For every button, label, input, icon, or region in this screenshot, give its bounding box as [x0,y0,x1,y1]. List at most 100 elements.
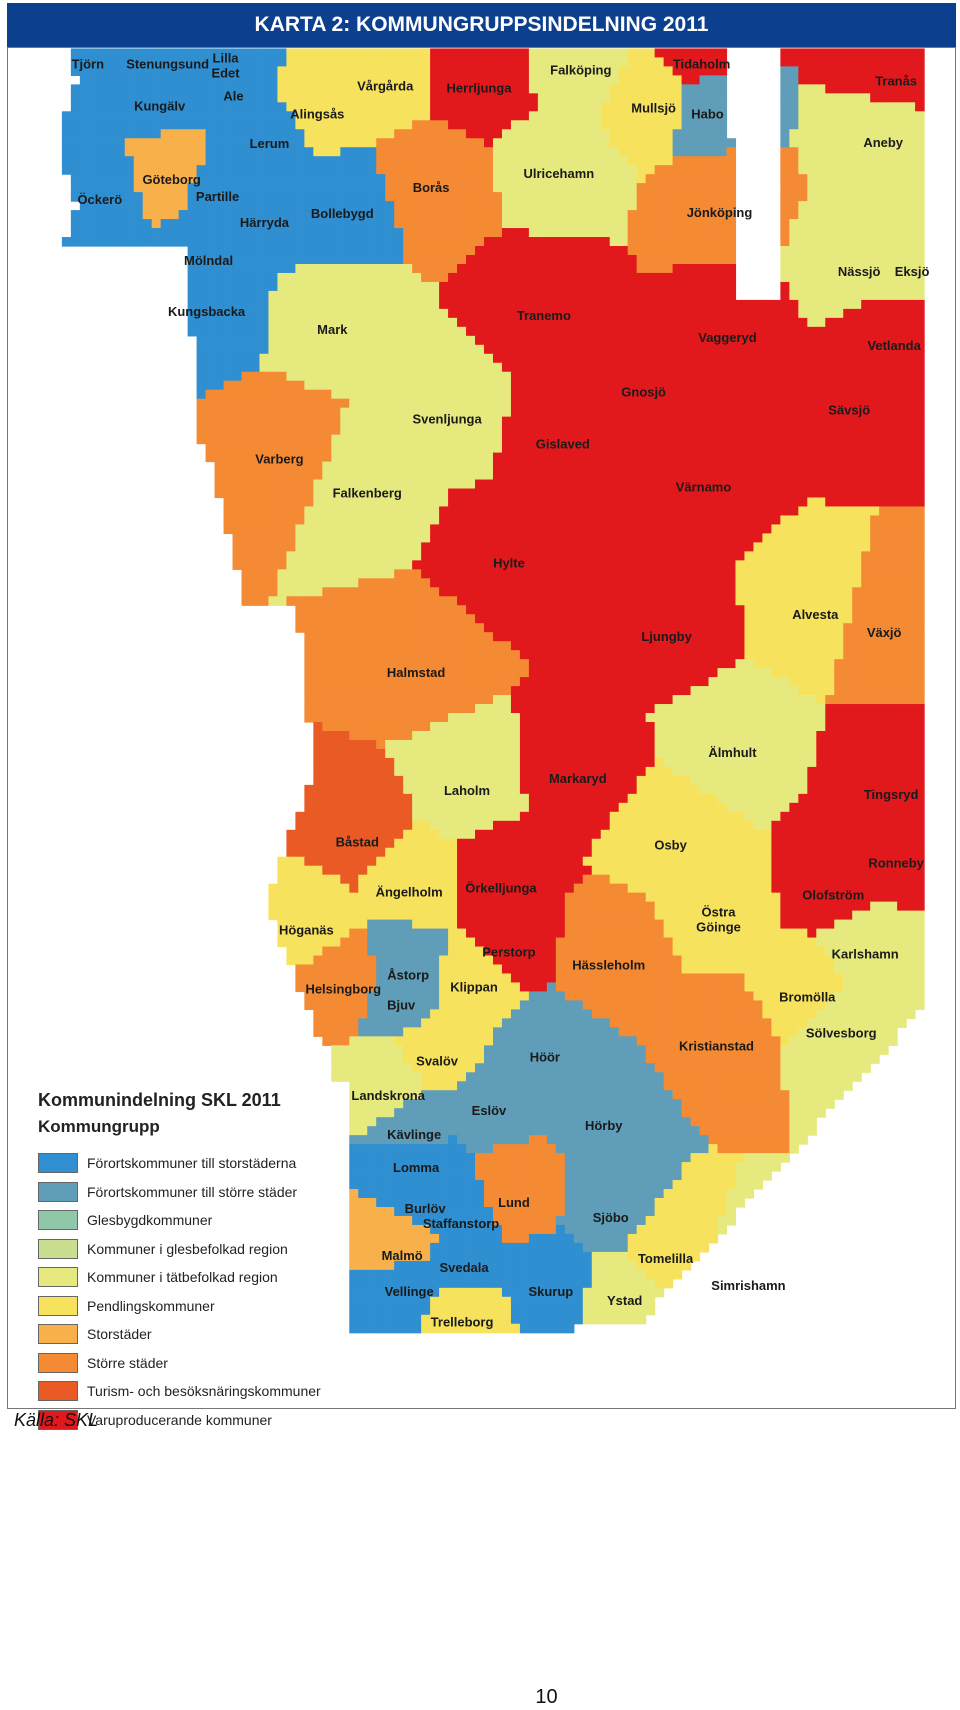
municipality-label: Bollebygd [311,206,374,221]
map-title: KARTA 2: KOMMUNGRUPPSINDELNING 2011 [7,3,956,47]
municipality-label: Gislaved [536,437,590,452]
municipality-label: Karlshamn [832,947,899,962]
municipality-label: Svedala [440,1260,490,1275]
municipality-label: Ronneby [868,856,924,871]
municipality-label: Tingsryd [864,787,919,802]
legend-item: Kommuner i glesbefolkad region [38,1235,358,1264]
municipality-label: Olofström [802,888,864,903]
municipality-label: Vetlanda [867,338,921,353]
municipality-label: Perstorp [482,945,535,960]
municipality-label: Alvesta [792,607,839,622]
legend-label: Glesbygdkommuner [87,1212,213,1229]
municipality-label: Lerum [250,136,290,151]
municipality-label: Ale [223,88,243,103]
legend-label: Kommuner i tätbefolkad region [87,1269,278,1286]
municipality-label: Tjörn [72,56,104,71]
municipality-label: Svalöv [416,1053,459,1068]
municipality-label: Tomelilla [638,1251,694,1266]
municipality-label: Bromölla [779,989,836,1004]
municipality-label: Sjöbo [593,1210,629,1225]
municipality-label: Klippan [450,979,498,994]
legend-subtitle: Kommungrupp [38,1117,160,1136]
municipality-label: Hylte [493,555,525,570]
municipality-label: Tranås [875,73,917,88]
legend-label: Förortskommuner till större städer [87,1183,298,1200]
municipality-label: Sävsjö [828,403,870,418]
legend-item: Pendlingskommuner [38,1292,358,1321]
municipality-label: Helsingborg [305,981,381,996]
municipality-label: Falköping [550,62,611,77]
municipality-label: Eslöv [472,1103,507,1118]
legend-swatch [38,1381,78,1402]
legend-swatch [38,1324,78,1345]
legend-label: Turism- och besöksnäringskommuner [87,1383,321,1400]
map-legend: Kommunindelning SKL 2011 Kommungrupp För… [38,1090,358,1434]
legend-label: Förortskommuner till storstäderna [87,1155,297,1172]
municipality-label: Kävlinge [387,1127,441,1142]
legend-item: Förortskommuner till storstäderna [38,1149,358,1178]
municipality-label: Svenljunga [412,412,482,427]
legend-swatch [38,1295,78,1316]
legend-swatch [38,1210,78,1231]
municipality-label: Älmhult [708,745,757,760]
municipality-label: Vaggeryd [698,330,756,345]
municipality-label: Markaryd [549,771,607,786]
legend-item: Förortskommuner till större städer [38,1178,358,1207]
municipality-label: Hässleholm [572,957,645,972]
municipality-label: Trelleborg [431,1315,494,1330]
municipality-label: Mullsjö [631,100,676,115]
municipality-label: Ystad [607,1293,642,1308]
municipality-label: Vårgårda [357,78,414,93]
municipality-label: Gnosjö [621,385,666,400]
municipality-label: Sölvesborg [806,1025,877,1040]
municipality-label: Ängelholm [376,885,443,900]
municipality-label: Skurup [529,1284,574,1299]
municipality-label: Kungälv [134,98,186,113]
legend-label: Pendlingskommuner [87,1297,215,1314]
legend-label: Storstäder [87,1326,152,1343]
municipality-label: Aneby [863,135,903,150]
municipality-label: Varberg [255,452,303,467]
municipality-label: Alingsås [290,106,344,121]
municipality-label: Båstad [336,835,379,850]
municipality-label: Öckerö [77,192,122,207]
municipality-label: Landskrona [351,1088,425,1103]
legend-label: Varuproducerande kommuner [87,1411,272,1428]
legend-item: Större städer [38,1349,358,1378]
municipality-label: Nässjö [838,264,881,279]
municipality-label: Stenungsund [126,56,209,71]
legend-label: Större städer [87,1354,168,1371]
municipality-label: Halmstad [387,665,445,680]
municipality-label: Östra Göinge [696,905,741,935]
municipality-label: Vellinge [385,1284,434,1299]
municipality-label: Staffanstorp [423,1216,499,1231]
map-frame: Tjörn Stenungsund Lilla Edet Kungälv Ale Aling… [7,47,956,1430]
legend-item: Varuproducerande kommuner [38,1406,358,1435]
municipality-label: Växjö [867,625,902,640]
municipality-label: Osby [654,838,687,853]
legend-swatch [38,1181,78,1202]
legend-item: Glesbygdkommuner [38,1206,358,1235]
legend-title: Kommunindelning SKL 2011 [38,1090,281,1110]
municipality-label: Tranemo [517,308,571,323]
municipality-label: Simrishamn [711,1278,785,1293]
legend-label: Kommuner i glesbefolkad region [87,1240,288,1257]
municipality-label: Lomma [393,1160,440,1175]
municipality-label: Herrljunga [447,80,513,95]
legend-item: Kommuner i tätbefolkad region [38,1263,358,1292]
municipality-label: Lilla Edet [211,50,240,80]
municipality-label: Habo [691,106,724,121]
municipality-regions [61,48,925,1334]
legend-swatch [38,1153,78,1174]
municipality-label: Falkenberg [333,485,402,500]
municipality-label: Göteborg [142,172,200,187]
municipality-label: Örkelljunga [465,881,537,896]
legend-swatch [38,1238,78,1259]
municipality-label: Jönköping [687,205,753,220]
municipality-label: Ulricehamn [524,166,595,181]
municipality-label: Eksjö [895,264,930,279]
municipality-label: Kristianstad [679,1038,754,1053]
municipality-label: Värnamo [676,479,732,494]
municipality-map: Tjörn Stenungsund Lilla Edet Kungälv Ale Aling… [61,48,930,1334]
municipality-label: Laholm [444,783,490,798]
